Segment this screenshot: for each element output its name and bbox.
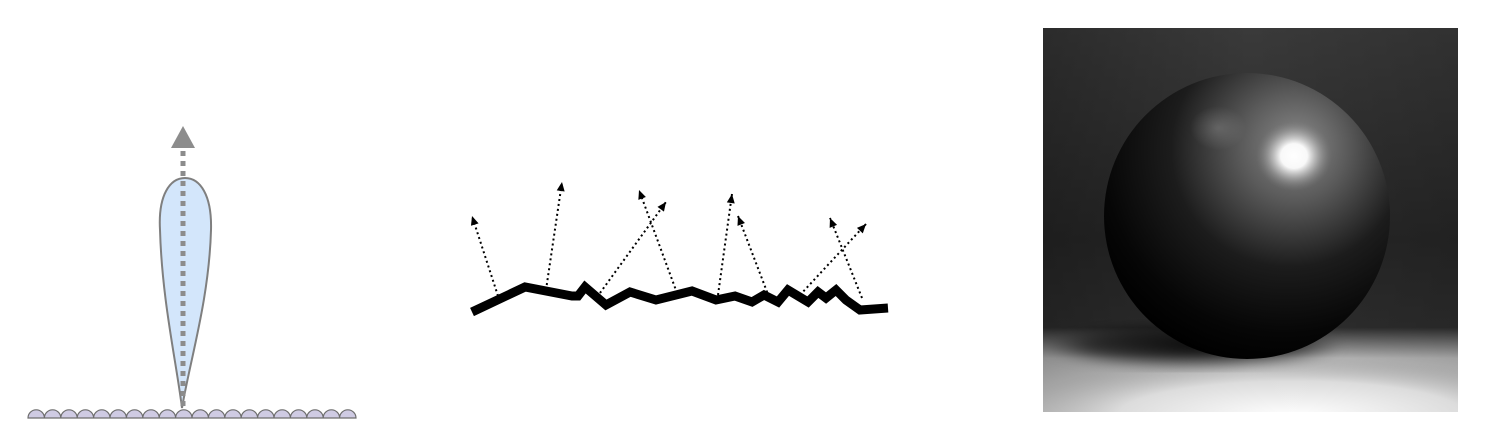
microfacet-scattering-diagram-icon [470,181,889,317]
specular-lobe-diagram-icon [27,126,357,419]
scattered-ray-arrowhead [638,190,646,200]
scattered-ray-arrowhead [829,218,838,228]
surface-bumps [27,409,357,419]
scattered-ray [717,193,733,296]
scattered-ray-arrowhead [470,216,479,226]
scattered-ray-arrowhead [737,216,745,226]
smooth-surface [27,409,357,419]
rough-surface-panel [440,150,920,340]
scattered-ray-arrowhead [856,224,866,234]
scattered-ray [638,189,678,294]
scattered-ray [799,223,867,296]
scattered-ray [829,217,863,299]
specular-highlight [1256,121,1332,191]
glossy-sphere [1104,73,1390,359]
reflection-arrow-head [171,126,195,148]
secondary-reflection [1190,106,1246,150]
scattered-ray [737,215,770,298]
scattered-ray [471,215,499,297]
scattered-rays [470,181,867,299]
scattered-ray [599,201,667,294]
rendered-sphere-panel [1043,28,1458,412]
specular-lobe-panel [0,0,380,448]
rough-surface-line [470,280,889,317]
scattered-ray-arrowhead [657,202,666,212]
scattered-ray-arrowhead [556,182,565,192]
scattered-ray [545,181,563,291]
scattered-ray-arrowhead [726,194,735,204]
glossy-sphere-render-icon [1043,28,1458,412]
